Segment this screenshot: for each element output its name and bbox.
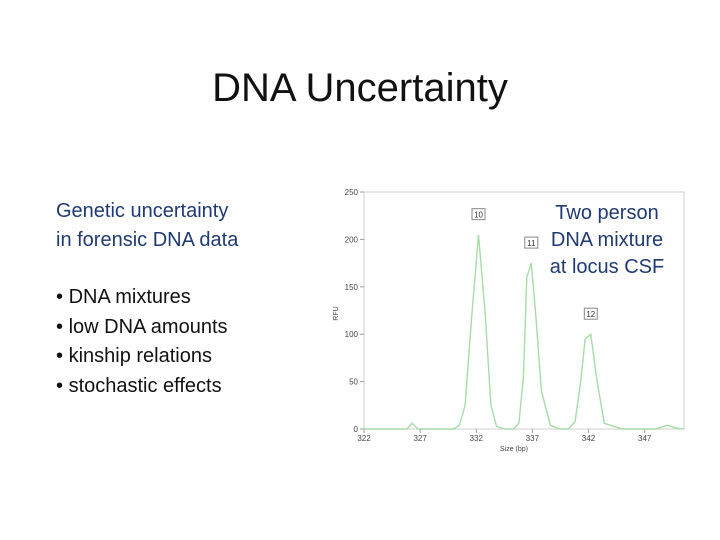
bullet-item-dna-mixtures: DNA mixtures — [56, 283, 228, 313]
y-tick-label: 150 — [345, 283, 359, 292]
subtitle-line-1: Genetic uncertainty — [56, 200, 229, 222]
x-tick-label: 342 — [582, 434, 596, 443]
y-tick-label: 200 — [345, 235, 359, 244]
x-tick-label: 347 — [638, 434, 652, 443]
y-tick-label: 250 — [345, 188, 359, 197]
series-line-1 — [364, 234, 685, 430]
bullet-item-low-dna-amounts: low DNA amounts — [56, 313, 228, 343]
plot-frame — [363, 191, 685, 430]
x-axis-label: Size (bp) — [500, 446, 528, 453]
peak-label-box — [583, 307, 598, 320]
bullet-item-stochastic-effects: stochastic effects — [56, 372, 228, 402]
slide-title: DNA Uncertainty — [212, 66, 508, 110]
caption-line-3: at locus CSF — [549, 256, 665, 278]
electropherogram-chart: 0 50 100 150 200 250 322 327 332 337 342 347 Size (b… — [333, 188, 685, 453]
peak-label: 12 — [586, 310, 595, 319]
x-tick-label: 322 — [357, 434, 371, 443]
subtitle-line-2: in forensic DNA data — [56, 229, 239, 251]
y-axis-label: RFU — [333, 306, 340, 320]
peak-label: 10 — [474, 211, 483, 220]
peak-label-box — [524, 236, 539, 249]
caption-line-1: Two person — [555, 202, 659, 224]
y-tick-label: 100 — [345, 330, 359, 339]
chart-caption: Two person DNA mixture at locus CSF — [532, 200, 682, 281]
y-tick-label: 50 — [349, 378, 358, 387]
y-tick-label: 0 — [354, 425, 359, 434]
x-tick-label: 332 — [470, 434, 484, 443]
peak-label-box — [471, 208, 486, 221]
peak-label: 11 — [527, 239, 536, 248]
subtitle: Genetic uncertainty in forensic DNA data — [56, 197, 238, 255]
x-tick-label: 327 — [413, 434, 427, 443]
bullet-item-kinship-relations: kinship relations — [56, 342, 228, 372]
x-tick-label: 337 — [526, 434, 540, 443]
caption-line-2: DNA mixture — [550, 229, 664, 251]
bullet-list: DNA mixtures low DNA amounts kinship rel… — [56, 283, 228, 401]
